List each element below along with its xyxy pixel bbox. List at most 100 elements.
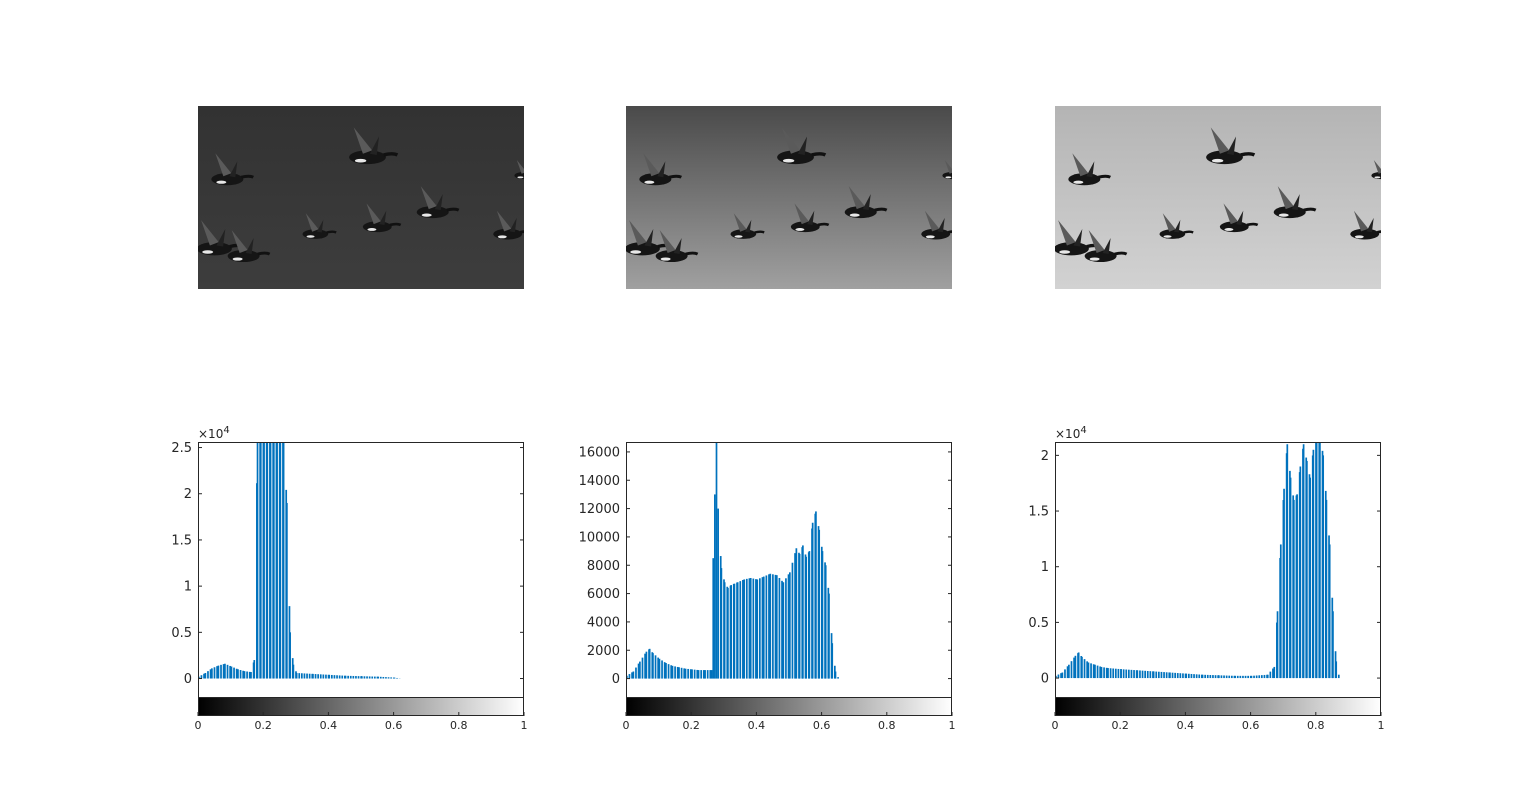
histogram-bar [1206,674,1209,679]
goose-silhouette [349,127,399,165]
histogram-bar [1247,675,1249,679]
histogram-bar [1064,669,1066,679]
histogram-bar [347,675,349,679]
histogram-bar [298,673,301,679]
histogram-bar [665,663,667,679]
histogram-bar [292,664,295,679]
histogram-bar [1279,544,1282,679]
histogram-bar [1332,611,1334,679]
histogram-bar [1182,673,1184,679]
histogram-bar [689,669,692,679]
histogram-bar [1276,611,1279,679]
goose-silhouette [921,210,952,240]
histogram-bar [209,669,212,679]
histogram-bar [1209,675,1212,679]
histogram-bar [742,579,744,679]
histogram-bar [811,522,814,679]
y-tick-label: 2000 [587,644,620,659]
histogram-bar [357,676,360,679]
y-tick-label: 0 [184,672,192,687]
histogram-bar [1083,659,1086,679]
histogram-bar [1214,675,1217,679]
histogram-bar [671,665,674,679]
histogram-bar [314,674,317,679]
histogram-bar [661,660,663,679]
goose-silhouette [777,127,827,165]
histogram-bar [752,578,755,679]
histogram-bar [756,579,759,679]
grayscale-image-3 [1055,106,1381,289]
histogram-bar [710,670,713,679]
histogram-bar [248,671,251,679]
histogram-bar [341,675,344,679]
histogram-bar [755,579,757,679]
x-tick-label: 0.2 [1111,719,1129,732]
y-exponent-label: ×104 [198,425,230,441]
histogram-bar [1225,675,1228,679]
histogram-bar [802,545,804,679]
x-tick-label: 0.8 [450,719,468,732]
histogram-bar [1120,669,1122,679]
histogram-panels: 00.511.522.50 0.2 0.4 0.6 0.8 1×1040200040006… [171,425,1384,732]
histogram-bar [200,675,203,679]
histogram-bar [1195,674,1198,679]
histogram-bar [393,677,396,679]
axes-box [1055,442,1381,716]
y-tick-label: 10000 [579,530,620,545]
image-panels [198,106,1381,289]
histogram-1: 0 0.5 1 1.5 2 2.5 0 0.2 0.4 0.6 0.8 1 ×104 [171,425,527,732]
x-tick-label: 1 [521,719,528,732]
x-tick-label: 0.6 [813,719,831,732]
histogram-bar [1263,674,1266,679]
histogram-bar [1179,673,1182,679]
histogram-bar [352,675,355,679]
histogram-bar [1273,666,1276,679]
histogram-bar [1250,675,1253,679]
histogram-bar [815,511,817,679]
histogram-bar [723,582,726,679]
x-tick-label: 0.6 [1242,719,1260,732]
x-tick-label: 0 [623,719,630,732]
histogram-bar [1152,671,1155,679]
histogram-bars [198,442,401,679]
histogram-bar [1144,670,1146,679]
y-tick-label: 8000 [587,559,620,574]
histogram-bar [702,670,705,679]
histogram-bar [1322,455,1325,679]
grayscale-colorbar [198,697,524,716]
goose-silhouette [302,213,337,239]
histogram-bar [1302,444,1305,679]
histogram-bar [676,666,679,679]
histogram-3: 0 0.5 1 1.5 2 0 0.2 0.4 0.6 0.8 1 ×104 [1028,425,1384,732]
histogram-bar [645,651,648,679]
histogram-bar [286,502,288,679]
y-tick-label: 16000 [579,445,620,460]
histogram-bar [1319,442,1321,679]
x-tick-label: 0 [1052,719,1059,732]
histogram-bar [696,669,699,679]
axes-box [198,442,524,716]
histogram-bar [693,669,696,679]
histogram-bar [639,661,641,679]
histogram-bar [772,574,774,679]
histogram-bar [1125,669,1128,679]
histogram-bar [670,665,673,679]
histogram-bar [289,632,291,679]
x-tick-label: 1 [949,719,956,732]
histogram-bar [663,662,666,679]
histogram-bar [1337,674,1340,679]
histogram-bar [1292,499,1295,679]
histogram-bar [230,666,233,679]
histogram-bar [1272,668,1274,679]
histogram-bar [222,664,225,679]
histogram-bar [312,673,314,679]
x-tick-label: 0.4 [320,719,338,732]
histogram-bar [1255,675,1258,679]
goose-silhouette [1159,213,1194,239]
x-tick-label: 0.8 [878,719,896,732]
histogram-bar [1087,662,1090,679]
y-tick-label: 1.5 [171,533,192,548]
histogram-bar [759,578,761,679]
histogram-bar [387,677,390,679]
histogram-bar [1306,460,1308,679]
